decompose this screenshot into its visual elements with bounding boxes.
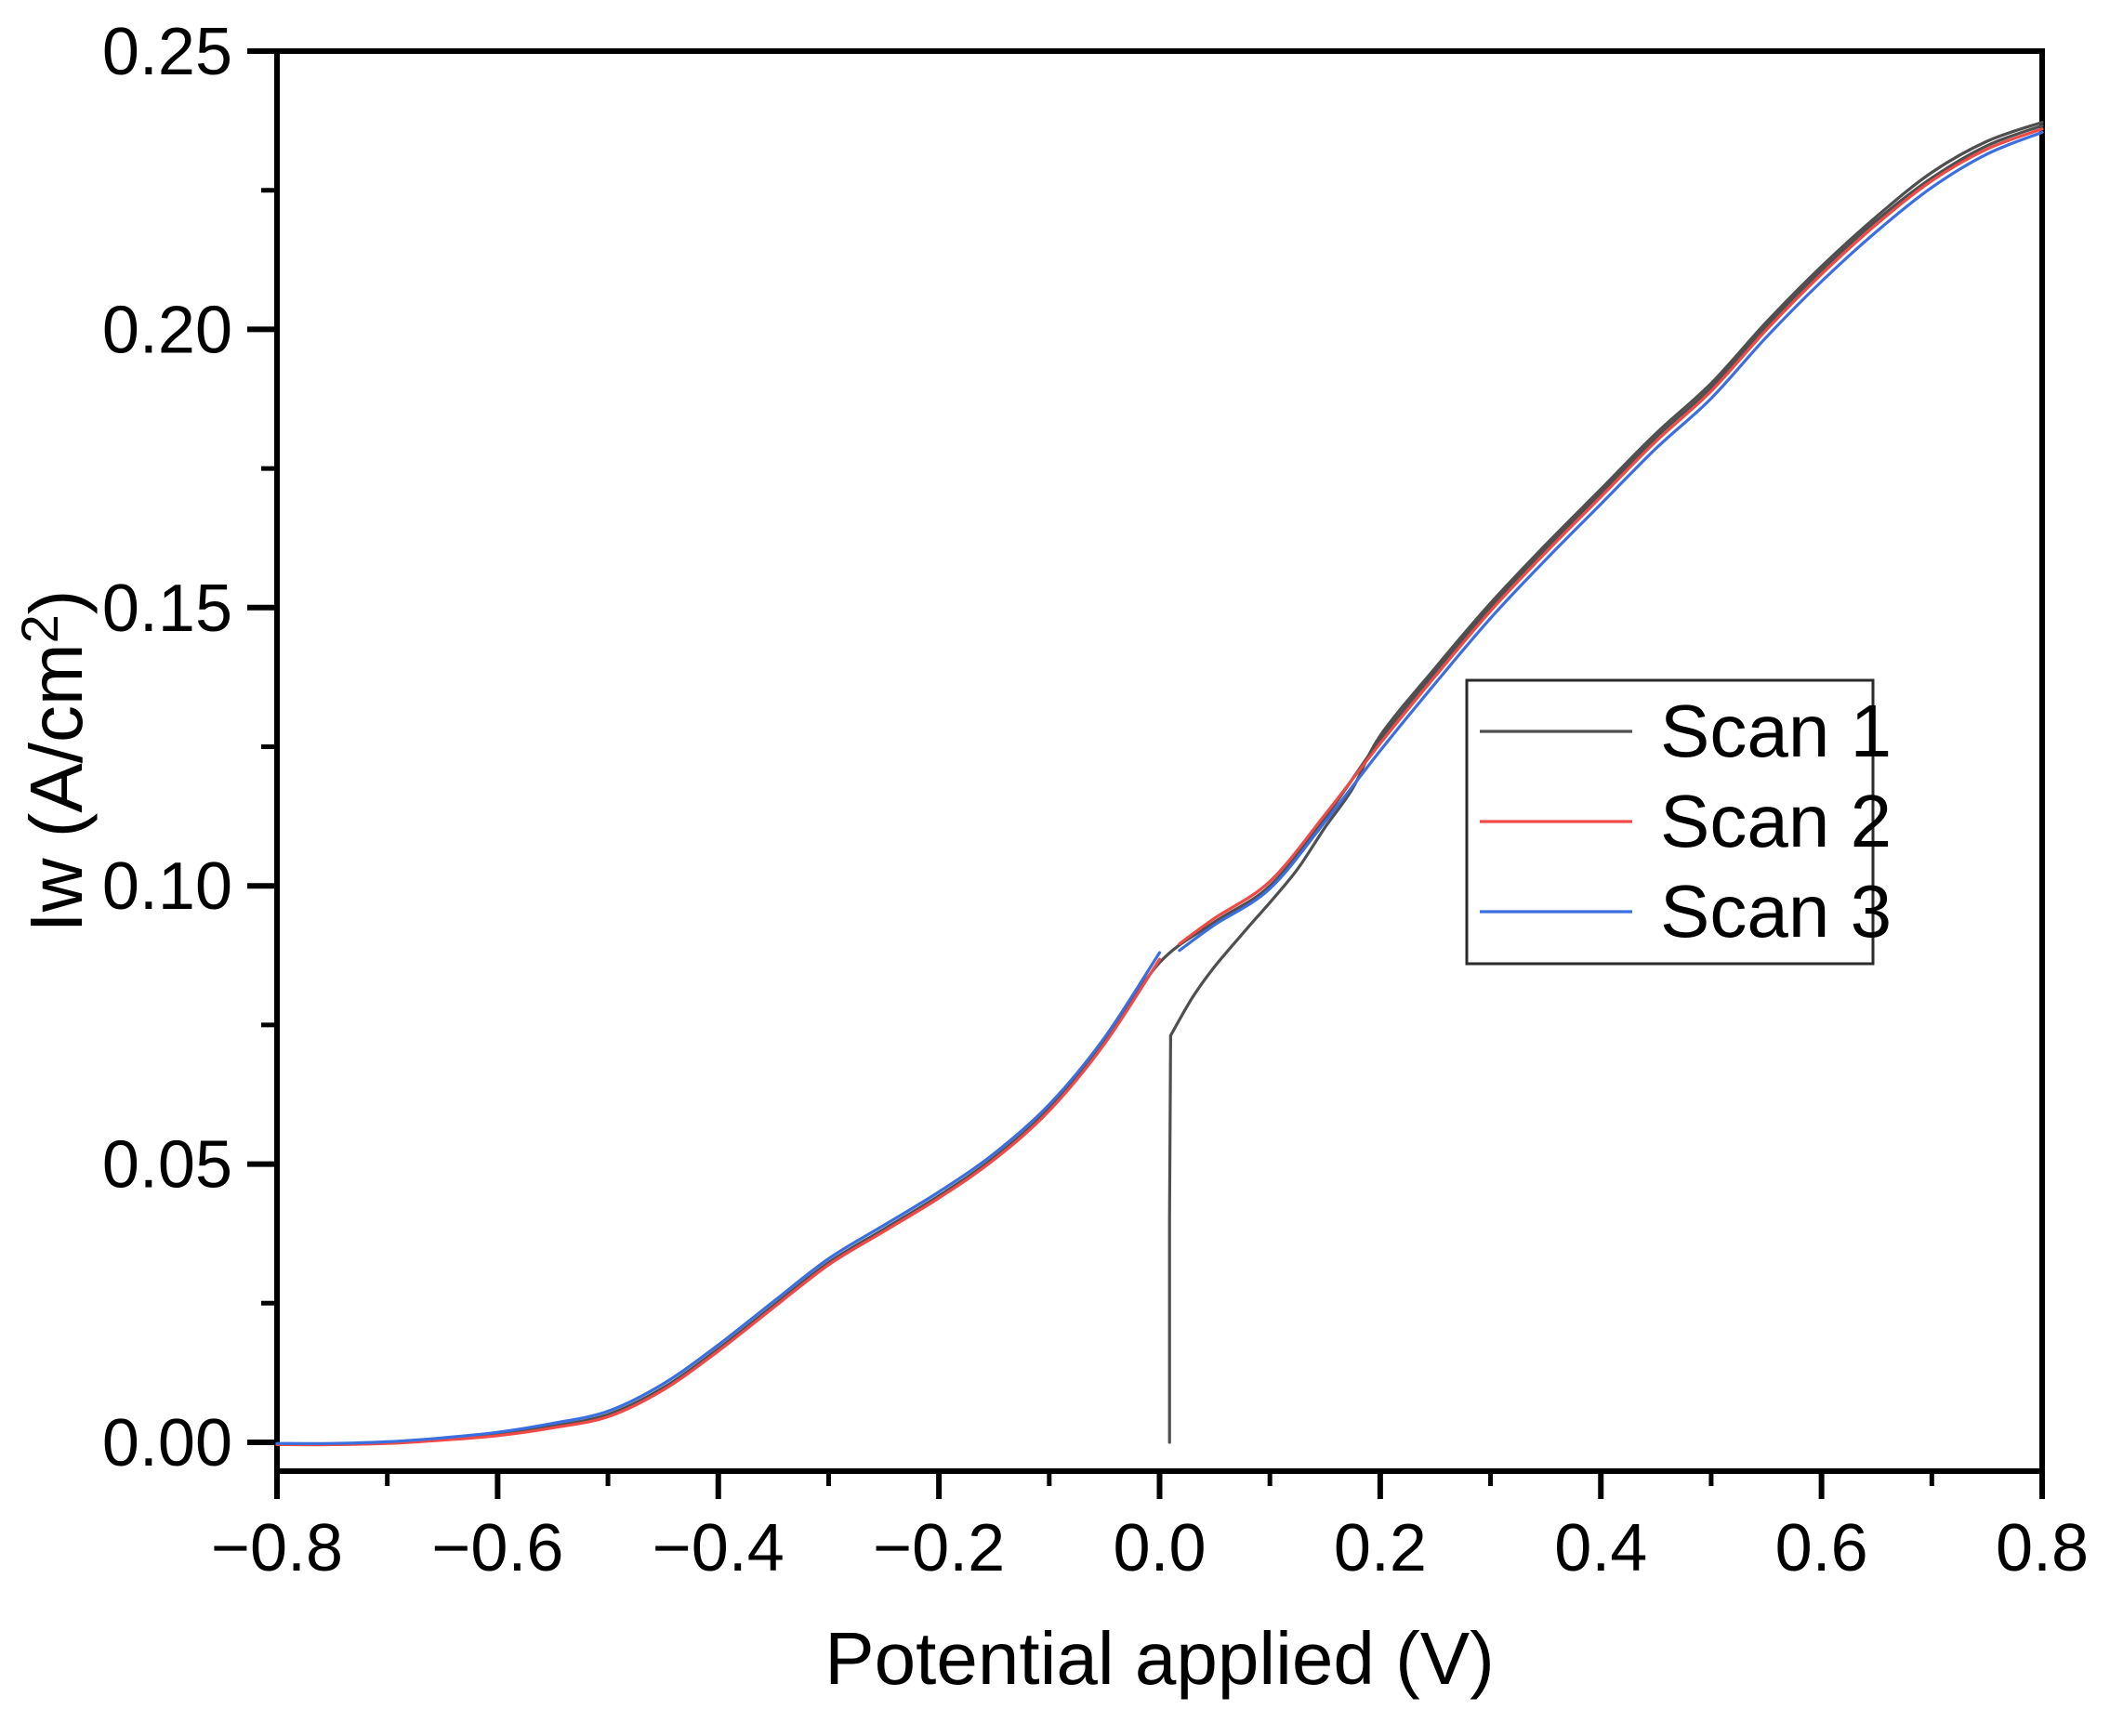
y-tick-label: 0.00 — [102, 1406, 232, 1480]
series-line-scan-1 — [1168, 121, 2044, 1037]
x-tick-label: −0.4 — [653, 1511, 785, 1585]
x-tick-label: −0.6 — [431, 1511, 563, 1585]
series-line-scan-2 — [275, 957, 1162, 1447]
series-line-scan-1 — [1167, 1033, 1172, 1444]
legend-label: Scan 2 — [1660, 780, 1892, 862]
legend-label: Scan 1 — [1660, 690, 1892, 772]
y-tick-label: 0.10 — [102, 849, 232, 924]
y-tick-label: 0.25 — [102, 15, 232, 89]
y-tick-label: 0.05 — [102, 1128, 232, 1203]
x-axis-title: Potential applied (V) — [824, 1617, 1494, 1700]
y-tick-label: 0.15 — [102, 572, 232, 646]
x-tick-label: 0.0 — [1113, 1511, 1206, 1585]
x-tick-label: 0.2 — [1334, 1511, 1427, 1585]
x-tick-label: 0.8 — [1996, 1511, 2089, 1585]
series-line-scan-1 — [275, 124, 2044, 1447]
series-line-scan-2 — [1178, 127, 2044, 946]
y-axis-title: Iw (A/cm2) — [10, 590, 98, 933]
series-line-scan-3 — [1178, 130, 2044, 953]
x-tick-label: −0.2 — [873, 1511, 1005, 1585]
x-tick-label: 0.4 — [1554, 1511, 1647, 1585]
x-tick-label: −0.8 — [211, 1511, 343, 1585]
legend-label: Scan 3 — [1660, 870, 1892, 953]
y-tick-label: 0.20 — [102, 293, 232, 367]
series-line-scan-3 — [275, 951, 1162, 1445]
x-tick-label: 0.6 — [1775, 1511, 1868, 1585]
